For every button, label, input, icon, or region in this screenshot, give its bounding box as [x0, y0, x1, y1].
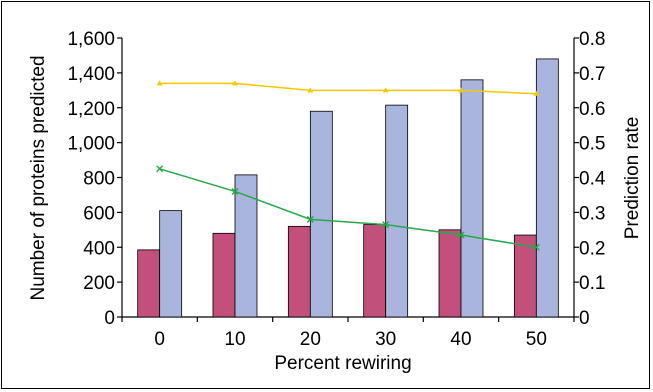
line-series-2-marker	[382, 221, 390, 229]
y-right-tick-label: 0.3	[579, 203, 605, 224]
line-series-group	[156, 80, 540, 251]
y-left-axis-title: Number of proteins predicted	[28, 55, 49, 300]
y-right-tick-label: 0.7	[579, 64, 605, 85]
y-right-tick-label: 0.6	[579, 99, 605, 120]
line-series-1-marker	[533, 90, 540, 96]
line-series-2-path	[159, 168, 537, 248]
line-series-2-marker	[306, 215, 314, 223]
line-series-1-path	[159, 82, 537, 95]
bar-series-2-bar	[234, 174, 258, 318]
y-left-tick-label: 1,200	[67, 99, 115, 120]
x-tick-label: 50	[526, 329, 547, 350]
x-tick-label: 10	[224, 329, 245, 350]
y-left-tick-label: 1,000	[67, 134, 115, 155]
bar-series-2-bar	[535, 58, 559, 318]
line-series-1-marker	[382, 87, 389, 93]
y-left-tick-label: 1,600	[67, 29, 115, 50]
y-right-tick-label: 0.1	[579, 273, 605, 294]
line-series-2-marker	[457, 231, 465, 239]
y-left-tick-label: 400	[83, 238, 115, 259]
x-axis-title: Percent rewiring	[274, 353, 411, 374]
bar-series-1-bar	[137, 249, 161, 318]
line-series-1-marker	[232, 80, 238, 86]
line-series-2-marker	[532, 243, 540, 251]
y-right-tick-label: 0.4	[579, 169, 606, 190]
line-series-2-marker	[231, 187, 239, 195]
bar-series-2-bar	[309, 110, 333, 318]
y-right-tick-label: 0.5	[579, 134, 605, 155]
y-right-axis-title: Prediction rate	[622, 117, 643, 240]
x-tick-label: 20	[300, 329, 321, 350]
y-left-tick-label: 1,400	[67, 64, 115, 85]
y-left-tick-label: 600	[83, 203, 115, 224]
bar-series-2-bar	[159, 210, 183, 318]
bar-series-1-bar	[363, 224, 387, 318]
bar-series-group	[137, 58, 559, 318]
y-right-tick-label: 0.2	[579, 238, 605, 259]
tick-group: 02004006008001,0001,2001,4001,60000.10.2…	[67, 29, 605, 350]
y-left-tick-label: 200	[83, 273, 115, 294]
x-tick-label: 40	[450, 329, 471, 350]
y-right-tick-label: 0.8	[579, 29, 605, 50]
y-right-tick-label: 0	[579, 308, 590, 329]
bar-series-1-bar	[438, 229, 462, 318]
bar-series-2-bar	[385, 104, 409, 318]
bar-series-2-bar	[460, 79, 484, 318]
bar-series-1-bar	[287, 225, 311, 318]
line-series-1-marker	[307, 87, 314, 93]
line-series-2-marker	[156, 165, 164, 173]
line-series-1-marker	[156, 80, 163, 86]
x-tick-label: 0	[154, 329, 165, 350]
y-left-tick-label: 0	[104, 308, 115, 329]
line-series-1-marker	[458, 87, 464, 93]
x-tick-label: 30	[375, 329, 396, 350]
y-left-tick-label: 800	[83, 169, 115, 190]
bar-series-1-bar	[212, 232, 236, 318]
